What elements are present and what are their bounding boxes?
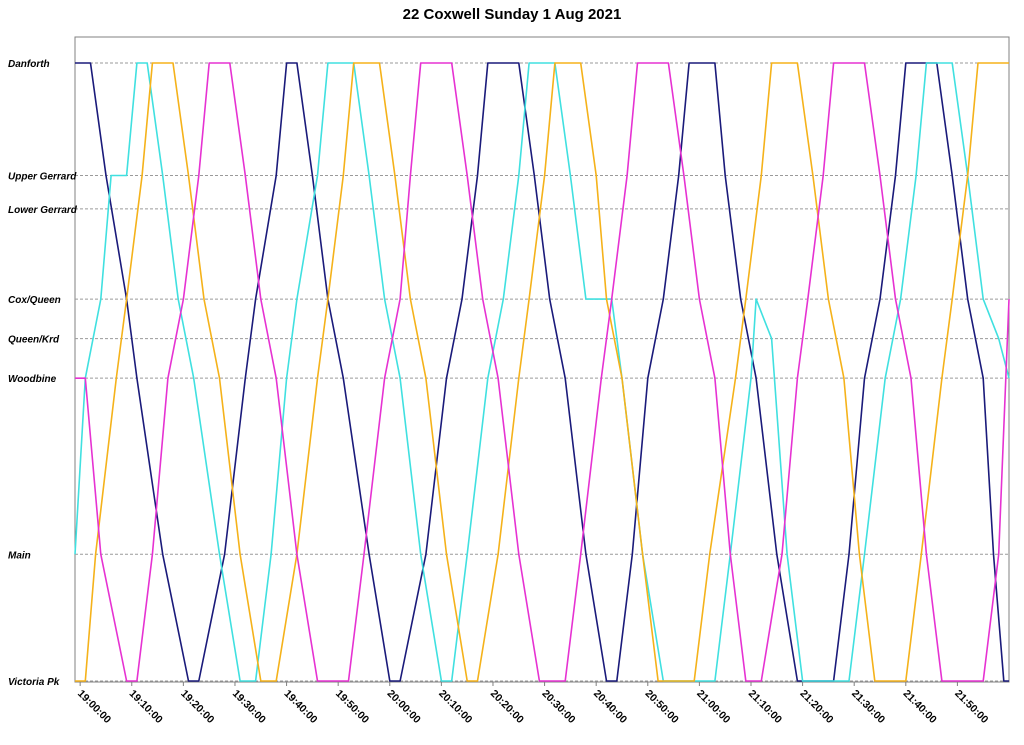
series-3 (75, 62, 1009, 682)
x-tick-label: 20:10:00 (436, 688, 474, 726)
y-tick-label-lower-gerrard: Lower Gerrard (8, 205, 78, 216)
series-line-2 (74, 62, 1010, 682)
y-tick-label-main: Main (8, 550, 31, 561)
y-tick-label-woodbine: Woodbine (8, 374, 57, 385)
x-tick-label: 21:00:00 (694, 688, 732, 726)
y-tick-label-victoria-pk: Victoria Pk (8, 677, 60, 688)
series-line-3 (75, 62, 1009, 682)
x-tick-label: 21:20:00 (797, 688, 835, 726)
series-layer (74, 62, 1010, 682)
grid-layer (75, 62, 1009, 686)
x-tick-label: 19:50:00 (333, 688, 371, 726)
y-tick-label-danforth: Danforth (8, 59, 50, 70)
x-tick-label: 19:00:00 (75, 688, 113, 726)
x-tick-label: 20:50:00 (643, 688, 681, 726)
series-1 (75, 62, 1009, 682)
x-tick-label: 21:10:00 (746, 688, 784, 726)
x-tick-label: 20:30:00 (539, 688, 577, 726)
x-tick-label: 20:20:00 (488, 688, 526, 726)
y-tick-label-upper-gerrard: Upper Gerrard (8, 171, 77, 182)
x-tick-label: 19:20:00 (178, 688, 216, 726)
y-tick-label-cox-queen: Cox/Queen (8, 295, 61, 306)
chart-title: 22 Coxwell Sunday 1 Aug 2021 (402, 6, 622, 23)
x-tick-label: 19:40:00 (281, 688, 319, 726)
x-tick-label: 21:50:00 (952, 688, 990, 726)
plot-area-frame (74, 36, 1010, 683)
series-line-1 (75, 62, 1009, 682)
series-2 (74, 62, 1010, 682)
x-tick-label: 19:30:00 (230, 688, 268, 726)
x-tick-label: 19:10:00 (127, 688, 165, 726)
x-tick-label: 20:40:00 (591, 688, 629, 726)
series-line-4 (75, 62, 1010, 682)
series-4 (75, 62, 1010, 682)
x-tick-label: 21:40:00 (901, 688, 939, 726)
x-tick-label: 21:30:00 (849, 688, 887, 726)
y-tick-label-queen-krd: Queen/Krd (8, 335, 60, 346)
x-tick-label: 20:00:00 (385, 688, 423, 726)
